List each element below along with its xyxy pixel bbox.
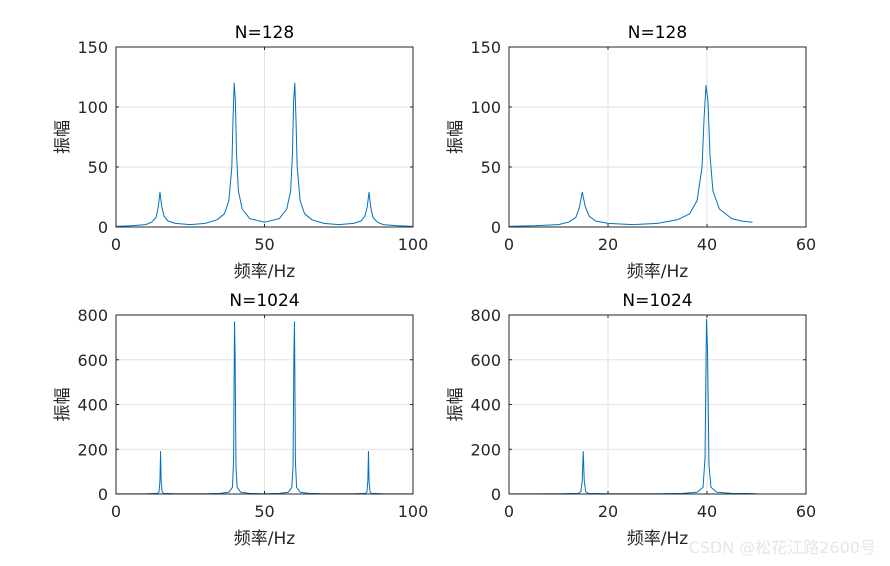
y-tick-label: 0 — [98, 218, 108, 237]
x-tick-label: 40 — [697, 235, 717, 254]
x-tick-label: 50 — [254, 235, 274, 254]
subplot-2: 0 20 40 60 0 50 100 150 N=128 频率/Hz 振幅 — [446, 23, 816, 282]
y-tick-label: 0 — [98, 485, 108, 504]
x-tick-label: 40 — [697, 502, 717, 521]
x-axis-label: 频率/Hz — [234, 262, 296, 282]
y-tick-label: 400 — [470, 396, 501, 415]
x-axis-label: 频率/Hz — [627, 529, 689, 549]
watermark: CSDN @松花江路2600号 — [688, 538, 876, 557]
y-tick-label: 50 — [88, 158, 108, 177]
y-tick-label: 0 — [491, 218, 501, 237]
y-tick-label: 400 — [77, 396, 108, 415]
subplot-3: 0 50 100 0 200 400 600 800 N=1024 频率/Hz 振幅 — [53, 291, 428, 549]
series-line — [115, 82, 414, 227]
x-tick-label: 60 — [796, 235, 816, 254]
y-tick-label: 800 — [470, 306, 501, 325]
x-tick-label: 0 — [504, 235, 514, 254]
x-tick-label: 60 — [796, 502, 816, 521]
x-tick-label: 0 — [111, 235, 121, 254]
chart-title: N=128 — [235, 23, 294, 43]
x-axis-label: 频率/Hz — [627, 262, 689, 282]
x-tick-label: 20 — [598, 502, 618, 521]
y-tick-label: 600 — [77, 351, 108, 370]
y-tick-label: 600 — [470, 351, 501, 370]
y-axis-label: 振幅 — [446, 120, 466, 154]
chart-title: N=128 — [628, 23, 687, 43]
y-tick-label: 200 — [77, 440, 108, 459]
series-line — [508, 318, 757, 495]
x-tick-label: 100 — [398, 235, 429, 254]
x-axis-label: 频率/Hz — [234, 529, 296, 549]
subplot-1: 0 50 100 0 50 100 150 N=128 频率/Hz 振幅 — [53, 23, 428, 282]
y-tick-label: 200 — [470, 440, 501, 459]
y-tick-label: 100 — [470, 98, 501, 117]
chart-title: N=1024 — [622, 291, 692, 311]
x-tick-label: 0 — [111, 502, 121, 521]
x-tick-label: 20 — [598, 235, 618, 254]
plot-area — [509, 47, 806, 227]
y-axis-label: 振幅 — [446, 388, 466, 422]
y-tick-label: 150 — [77, 38, 108, 57]
chart-title: N=1024 — [229, 291, 299, 311]
y-axis-label: 振幅 — [53, 120, 73, 154]
y-tick-label: 800 — [77, 306, 108, 325]
series-line — [508, 84, 753, 227]
x-tick-label: 100 — [398, 502, 429, 521]
y-tick-label: 0 — [491, 485, 501, 504]
x-tick-label: 50 — [254, 502, 274, 521]
y-tick-label: 150 — [470, 38, 501, 57]
x-tick-label: 0 — [504, 502, 514, 521]
axes-box — [508, 46, 807, 228]
y-tick-label: 50 — [481, 158, 501, 177]
y-axis-label: 振幅 — [53, 388, 73, 422]
y-tick-label: 100 — [77, 98, 108, 117]
